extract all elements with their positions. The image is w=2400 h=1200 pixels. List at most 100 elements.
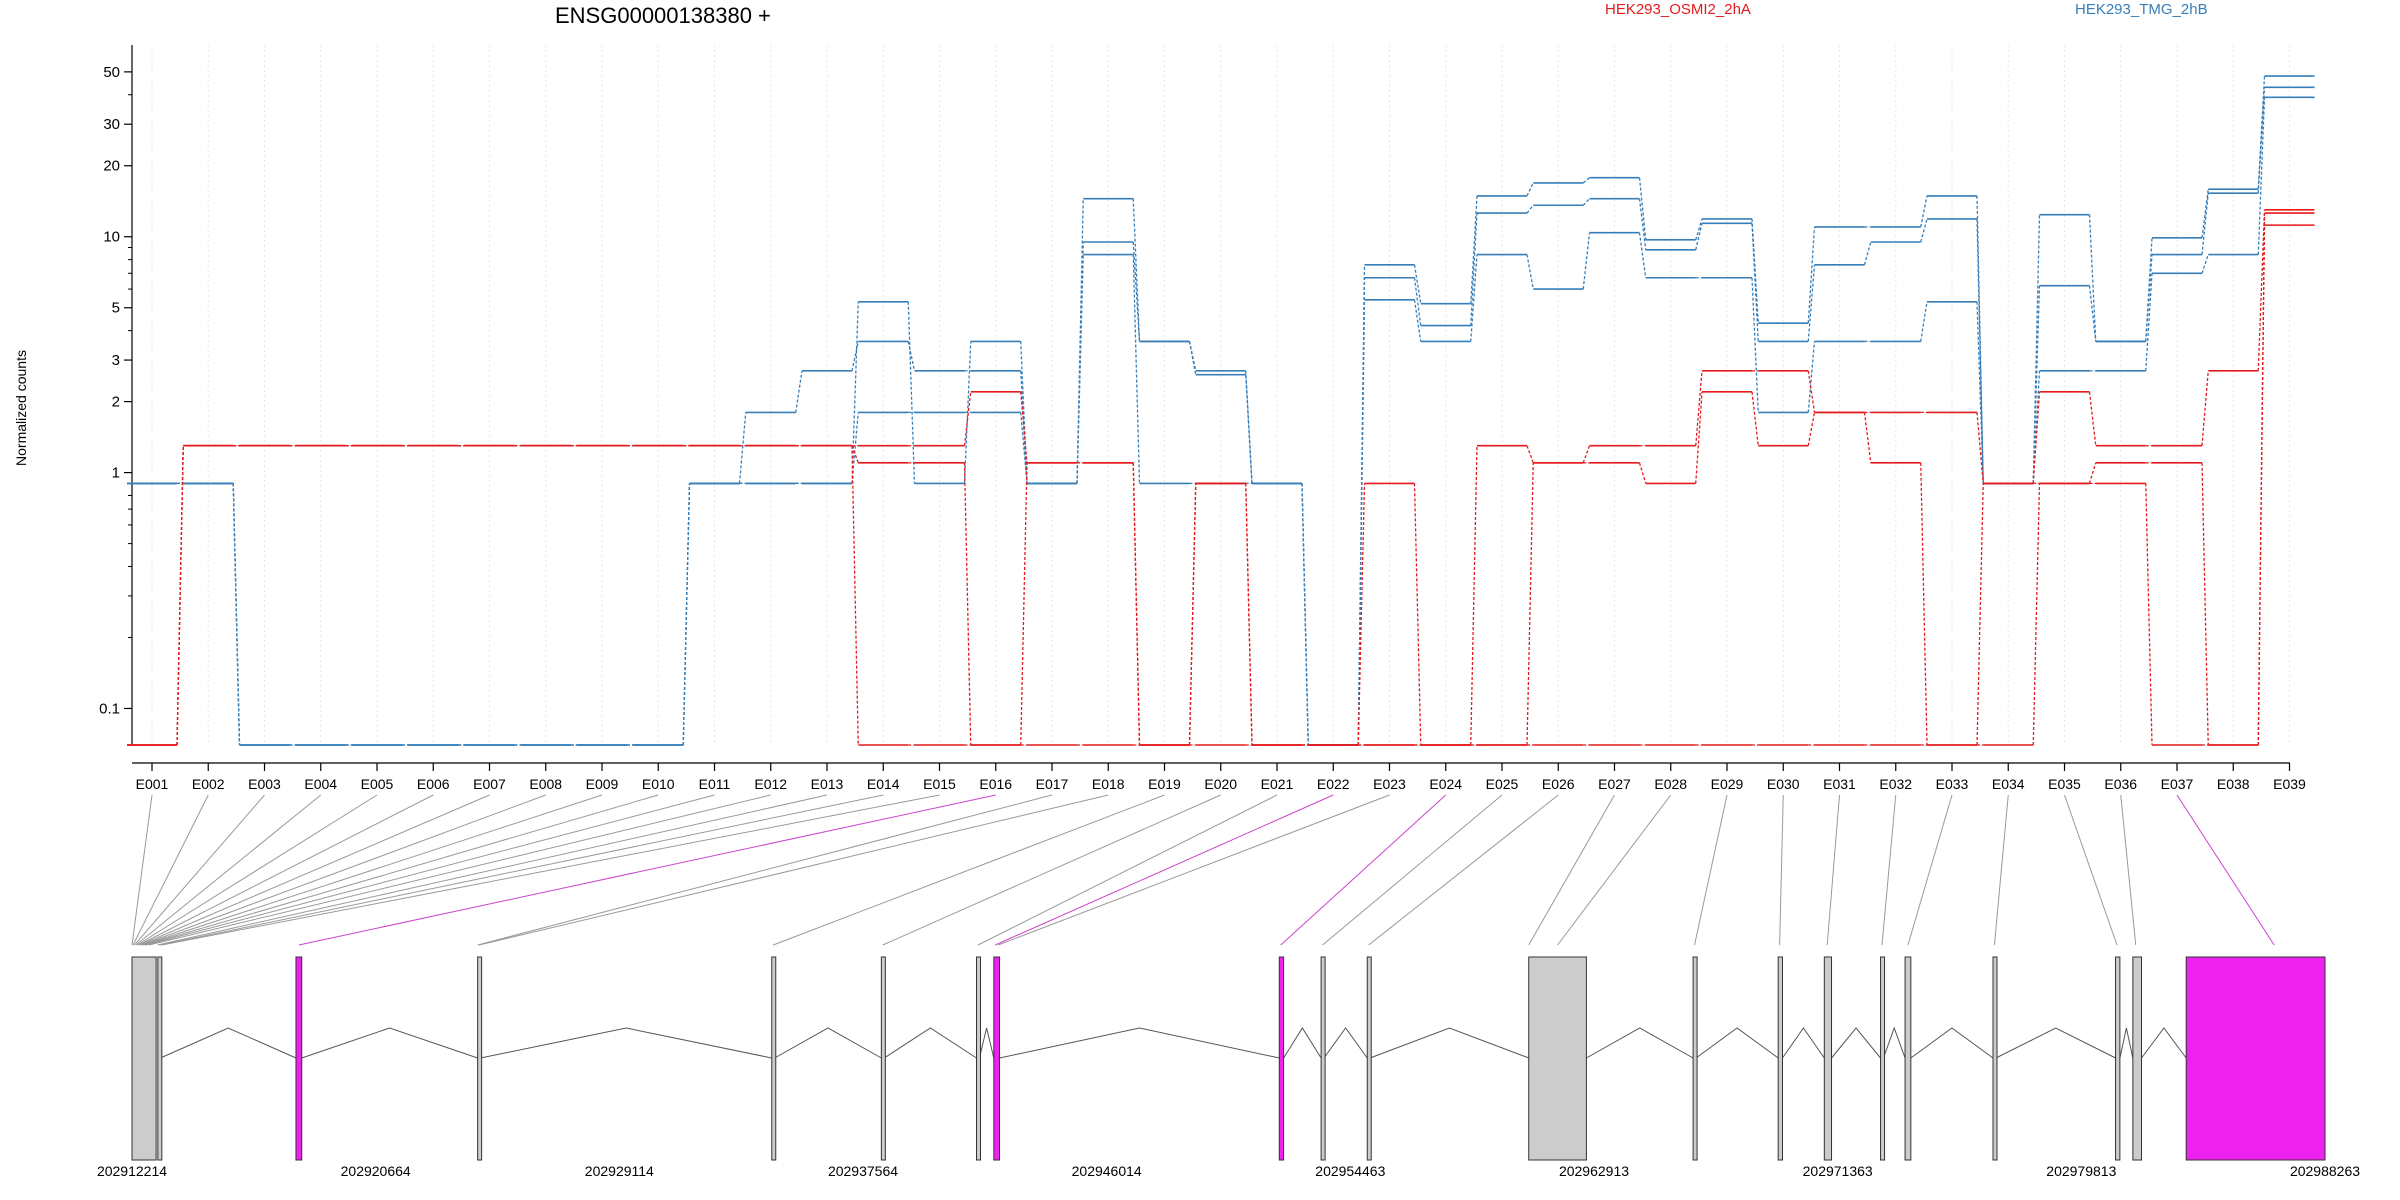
exon-box (2185, 956, 2326, 1161)
transition-segment (2201, 370, 2209, 446)
exon-box (157, 956, 163, 1161)
x-tick-label-e037: E037 (2161, 776, 2194, 792)
transition-segment (1020, 391, 1028, 463)
x-tick-label-e036: E036 (2104, 776, 2137, 792)
transition-segment (963, 341, 972, 484)
x-tick-label-e020: E020 (1204, 776, 1237, 792)
x-tick-label-e024: E024 (1429, 776, 1462, 792)
transition-segment (2201, 193, 2209, 255)
x-tick-label-e015: E015 (923, 776, 956, 792)
transition-segment (963, 462, 972, 746)
bin-link (140, 794, 490, 946)
x-tick-label-e023: E023 (1373, 776, 1406, 792)
intron (774, 1027, 882, 1059)
x-tick-label-e003: E003 (248, 776, 281, 792)
transition-segment (1413, 483, 1422, 746)
bin-link (160, 794, 884, 946)
transition-segment (1638, 462, 1647, 484)
y-tick-label: 50 (103, 64, 120, 81)
transition-segment (851, 445, 859, 464)
exon-box (771, 956, 777, 1161)
bin-link (141, 794, 546, 946)
bin-link (1993, 794, 2009, 946)
bin-link (145, 794, 715, 946)
x-tick-label-e017: E017 (1036, 776, 1069, 792)
transition-segment (1470, 445, 1478, 746)
transition-segment (1976, 301, 1984, 484)
intron (1831, 1027, 1881, 1059)
transition-segment (2257, 87, 2266, 194)
x-tick-label-e039: E039 (2273, 776, 2306, 792)
transition-segment (1695, 391, 1703, 484)
transition-segment (1807, 341, 1816, 413)
x-tick-label-e008: E008 (529, 776, 562, 792)
transition-segment (1413, 299, 1422, 342)
bin-link (1826, 794, 1840, 946)
transition-segment (1188, 483, 1197, 746)
exon-box (1692, 956, 1698, 1161)
exon-box (1880, 956, 1886, 1161)
intron (1323, 1027, 1368, 1059)
transition-segment (1807, 226, 1816, 324)
transition-segment (1695, 218, 1703, 241)
bin-link (298, 794, 996, 946)
transition-segment (2201, 254, 2209, 274)
bin-link (135, 794, 322, 946)
bin-link (157, 794, 828, 946)
genomic-coordinate-label: 202937564 (828, 1163, 898, 1179)
transition-segment (2088, 285, 2097, 342)
transition-segment (232, 483, 241, 746)
intron (160, 1027, 297, 1059)
y-tick-label: 1 (112, 465, 120, 482)
bin-link (2064, 794, 2118, 946)
intron (480, 1027, 772, 1059)
genomic-coordinate-label: 202971363 (1803, 1163, 1873, 1179)
intron (883, 1027, 977, 1059)
transition-segment (2145, 273, 2153, 371)
exon-box (477, 956, 483, 1161)
y-tick-label: 10 (103, 229, 120, 246)
bin-link (1528, 794, 1615, 946)
bin-link (477, 794, 1053, 946)
x-tick-label-e032: E032 (1879, 776, 1912, 792)
x-tick-label-e022: E022 (1317, 776, 1350, 792)
bin-link (2120, 794, 2137, 946)
bin-link (148, 794, 771, 946)
transition-segment (2032, 483, 2041, 746)
transition-segment (1526, 445, 1534, 464)
transition-segment (1470, 254, 1478, 342)
plot-area: 0.1 1 2 3 5 10 20 30 50 E001 E002 E003 E004 E005 E006 E… (99, 45, 2315, 792)
transition-segment (2257, 97, 2266, 255)
x-tick-label-e016: E016 (979, 776, 1012, 792)
bin-link (138, 794, 434, 946)
transition-segment (2257, 209, 2266, 371)
intron (2119, 1027, 2134, 1059)
transition-segment (1807, 370, 1816, 413)
bin-link (1881, 794, 1897, 946)
transition-segment (1751, 277, 1759, 413)
bin-link (161, 794, 940, 946)
x-tick-label-e002: E002 (192, 776, 225, 792)
x-tick-label-e004: E004 (304, 776, 337, 792)
transition-segment (1132, 198, 1141, 342)
transition-segment (1470, 195, 1478, 304)
x-tick-label-e029: E029 (1711, 776, 1744, 792)
x-tick-label-e001: E001 (136, 776, 169, 792)
x-tick-label-e007: E007 (473, 776, 506, 792)
transition-segment (176, 445, 184, 746)
exon-box (1823, 956, 1833, 1161)
transition-segment (1751, 223, 1759, 342)
transition-segment (1245, 374, 1253, 484)
transition-segment (1132, 254, 1141, 484)
intron (1910, 1027, 1994, 1059)
x-tick-label-e018: E018 (1092, 776, 1125, 792)
exon-box (1528, 956, 1587, 1161)
bin-link (142, 794, 603, 946)
x-tick-label-e013: E013 (811, 776, 844, 792)
transition-segment (1582, 198, 1590, 206)
transition-segment (1582, 177, 1590, 184)
intron (301, 1027, 478, 1059)
transition-segment (1976, 195, 1984, 484)
bin-link (773, 794, 1165, 946)
bin-link (1907, 794, 1953, 946)
